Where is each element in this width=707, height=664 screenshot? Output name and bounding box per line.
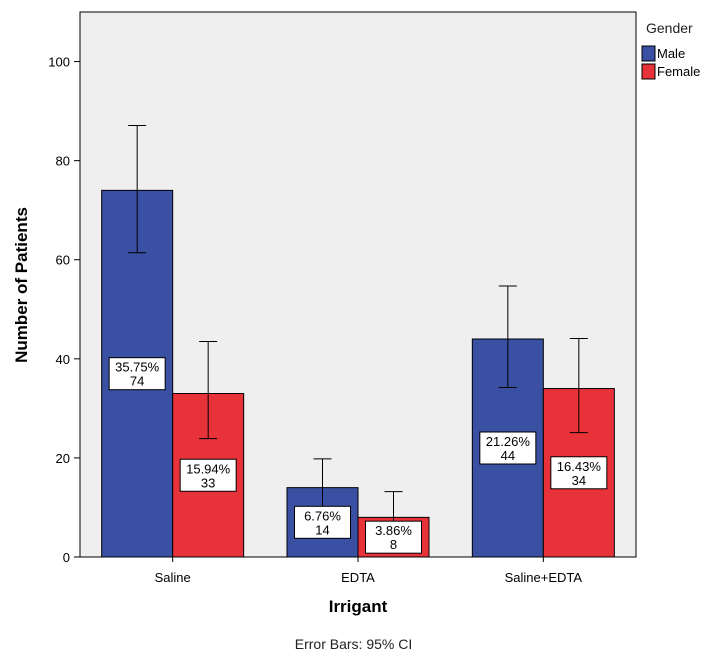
data-label-percent-male: 21.26% [486, 434, 531, 449]
legend-label-female: Female [657, 64, 700, 79]
y-tick-label: 80 [56, 154, 70, 169]
legend-swatch-male [641, 45, 656, 62]
data-label-count-male: 44 [501, 448, 515, 463]
error-bars-note: Error Bars: 95% CI [294, 636, 413, 652]
y-axis-title: Number of Patients [12, 207, 31, 363]
data-label-box-male [479, 431, 537, 465]
y-tick-label: 40 [56, 352, 70, 367]
data-label-percent-male: 35.75% [115, 360, 160, 375]
data-label-count-female: 8 [390, 537, 397, 552]
y-tick-label: 100 [48, 55, 70, 70]
x-tick-label: EDTA [341, 570, 375, 585]
legend-label-male: Male [657, 46, 685, 61]
data-label-count-female: 33 [201, 475, 215, 490]
data-label-box-male [294, 505, 351, 539]
data-label-percent-male: 6.76% [304, 508, 341, 523]
data-label-box-female [550, 456, 608, 490]
axes-layer: Saline EDTA Saline+EDTA 0 20 40 60 80 100 [48, 55, 582, 585]
legend-swatch-female [641, 63, 656, 80]
x-axis-title: Irrigant [329, 597, 388, 616]
x-tick-label: Saline+EDTA [505, 570, 583, 585]
x-tick-label: Saline [155, 570, 191, 585]
data-label-box-female [179, 458, 237, 492]
data-label-box-female [365, 520, 422, 554]
legend: Gender Male Female [641, 20, 700, 80]
data-label-percent-female: 15.94% [186, 461, 231, 476]
data-label-box-male [108, 357, 166, 391]
y-tick-label: 0 [63, 550, 70, 565]
data-labels-layer: 35.75%74 15.94%33 6.76%14 3.86%8 21.26%44 16.… [108, 357, 608, 554]
y-tick-label: 20 [56, 451, 70, 466]
data-label-count-female: 34 [572, 473, 586, 488]
data-label-percent-female: 3.86% [375, 523, 412, 538]
y-tick-label: 60 [56, 253, 70, 268]
legend-title: Gender [646, 20, 693, 36]
data-label-count-male: 14 [315, 522, 329, 537]
data-label-percent-female: 16.43% [557, 459, 602, 474]
data-label-count-male: 74 [130, 374, 144, 389]
